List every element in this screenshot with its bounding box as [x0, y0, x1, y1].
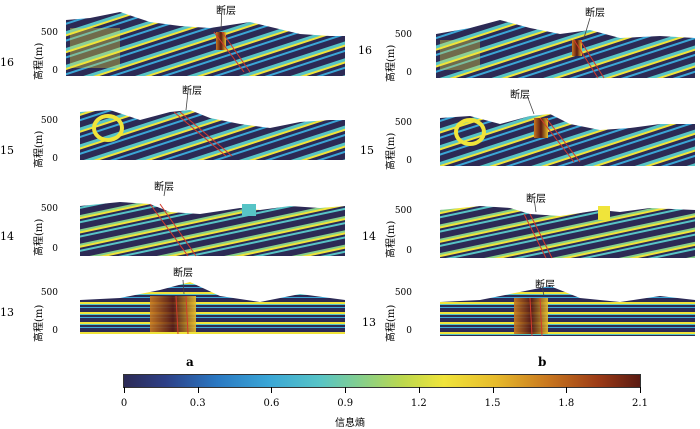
y-tick-0: 0: [52, 244, 58, 254]
y-tick-500: 500: [40, 28, 58, 38]
colorbar-tick-label: 0.9: [337, 398, 354, 409]
colorbar-tick-mark: [418, 387, 420, 393]
colorbar-tick-label: 0: [120, 398, 128, 409]
colorbar: [123, 374, 641, 388]
section-b-14: 14 高程(m) 500 0 断层: [350, 184, 700, 264]
colorbar-tick-mark: [345, 387, 347, 393]
y-tick-500: 500: [394, 288, 412, 298]
line-number: 16: [358, 44, 372, 57]
section-b-15: 15 高程(m) 500 0 断层: [350, 90, 700, 178]
line-number: 13: [0, 306, 14, 319]
sections-drawing: [66, 5, 695, 337]
fault-label: 断层: [154, 182, 174, 193]
y-tick-0: 0: [52, 326, 58, 336]
panel-a: 16 高程(m) 500 0 断层 15 高程(m) 500 0 断层 14 高…: [0, 0, 350, 369]
line-number: 15: [360, 144, 374, 157]
line-number: 14: [362, 230, 376, 243]
line-number: 16: [0, 56, 14, 69]
colorbar-tick-label: 1.8: [558, 398, 575, 409]
section-b-16-profile: [436, 17, 695, 79]
y-tick-500: 500: [40, 288, 58, 298]
section-a-14-profile: [80, 183, 345, 257]
line-number: 15: [0, 144, 14, 157]
colorbar-tick-label: 2.1: [632, 398, 648, 409]
y-tick-500: 500: [394, 206, 412, 216]
fault-label: 断层: [585, 8, 605, 19]
colorbar-tick-mark: [492, 387, 494, 393]
panel-letter-a: a: [186, 355, 194, 369]
section-a-13-profile: [80, 279, 345, 335]
section-a-14: 14 高程(m) 500 0 断层: [0, 182, 350, 264]
colorbar-label: 信息熵: [335, 418, 365, 429]
fault-label: 断层: [526, 194, 546, 205]
section-a-13: 13 高程(m) 500 0 断层: [0, 266, 350, 346]
colorbar-tick-mark: [640, 387, 641, 393]
y-tick-0: 0: [406, 156, 412, 166]
section-b-15-profile: [440, 97, 695, 166]
y-tick-500: 500: [394, 30, 412, 40]
y-tick-0: 0: [406, 246, 412, 256]
colorbar-tick-mark: [566, 387, 568, 393]
section-a-16: 16 高程(m) 500 0 断层: [0, 6, 350, 90]
section-a-15-profile: [80, 91, 345, 160]
fault-label: 断层: [510, 90, 530, 101]
fault-label: 断层: [216, 6, 236, 17]
panel-letter-b: b: [538, 355, 547, 369]
section-b-13-profile: [440, 285, 695, 337]
line-number: 14: [0, 230, 14, 243]
section-a-15: 15 高程(m) 500 0 断层: [0, 86, 350, 178]
section-b-14-profile: [440, 197, 695, 259]
y-tick-0: 0: [406, 326, 412, 336]
colorbar-tick-label: 1.2: [410, 398, 427, 409]
colorbar-tick-label: 0.6: [263, 398, 280, 409]
y-tick-0: 0: [406, 68, 412, 78]
y-tick-0: 0: [52, 66, 58, 76]
section-b-13: 13 高程(m) 500 0 断层: [350, 266, 700, 346]
colorbar-tick-label: 1.5: [484, 398, 501, 409]
y-tick-500: 500: [40, 116, 58, 126]
colorbar-tick-label: 0.3: [189, 398, 206, 409]
colorbar-tick-mark: [197, 387, 199, 393]
y-tick-500: 500: [394, 118, 412, 128]
panel-b: 16 高程(m) 500 0 断层 15 高程(m) 500 0 断层 14 高…: [350, 0, 700, 369]
y-tick-500: 500: [40, 204, 58, 214]
y-tick-0: 0: [52, 154, 58, 164]
colorbar-tick-mark: [271, 387, 273, 393]
line-number: 13: [362, 316, 376, 329]
fault-label: 断层: [535, 280, 555, 291]
fault-label: 断层: [173, 268, 193, 279]
section-b-16: 16 高程(m) 500 0 断层: [350, 8, 700, 90]
fault-label: 断层: [182, 86, 202, 97]
colorbar-tick-mark: [124, 387, 125, 393]
section-a-16-profile: [66, 5, 345, 76]
